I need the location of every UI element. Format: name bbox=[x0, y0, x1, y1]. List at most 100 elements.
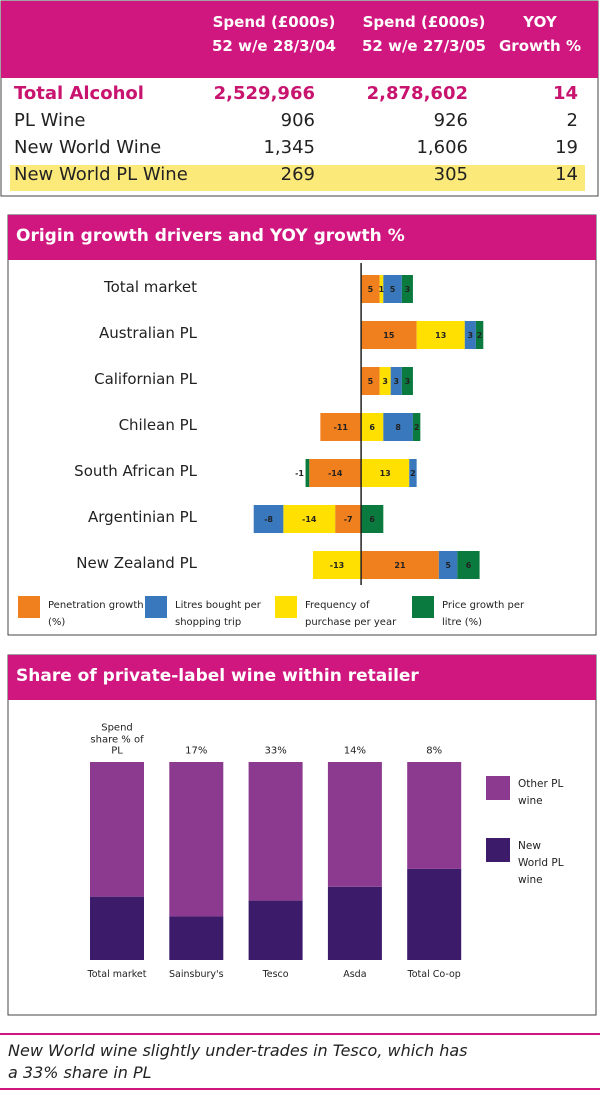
bar-segment bbox=[312, 551, 362, 579]
legend-label: Frequency of purchase per year bbox=[305, 600, 397, 628]
data-label: 2 bbox=[414, 423, 420, 432]
bar-segment bbox=[248, 762, 303, 901]
table-cell: 1,345 bbox=[263, 137, 315, 158]
data-label: 6 bbox=[369, 423, 375, 432]
legend-swatch bbox=[486, 838, 510, 862]
bar-segment bbox=[361, 275, 380, 303]
bar-segment bbox=[361, 321, 417, 349]
bar-segment bbox=[409, 459, 417, 487]
bar-segment bbox=[475, 321, 484, 349]
data-label: 3 bbox=[405, 377, 411, 386]
data-label: 3 bbox=[405, 285, 411, 294]
table-cell: New World Wine bbox=[14, 137, 162, 158]
bar-segment bbox=[464, 321, 476, 349]
table-cell: 906 bbox=[280, 110, 315, 131]
chart1-box bbox=[7, 214, 597, 636]
table-cell: 269 bbox=[280, 164, 315, 185]
bar-segment bbox=[401, 275, 413, 303]
bar-segment bbox=[305, 459, 310, 487]
bar-top-label: 8% bbox=[426, 745, 443, 757]
bar-segment bbox=[438, 551, 458, 579]
table-cell: 19 bbox=[555, 137, 578, 158]
data-label: 6 bbox=[466, 561, 472, 570]
legend-label: Other PL wine bbox=[518, 778, 564, 807]
table-header: YOY bbox=[523, 13, 557, 31]
y-tick-label: South African PL bbox=[74, 462, 197, 480]
data-label: 21 bbox=[394, 561, 406, 570]
table-header: Spend (£000s) bbox=[212, 13, 336, 31]
bar-segment bbox=[90, 762, 144, 897]
table-cell: New World PL Wine bbox=[14, 164, 188, 185]
data-label: -7 bbox=[344, 515, 353, 524]
table-header: 52 w/e 27/3/05 bbox=[362, 37, 486, 55]
bar-top-label: Spend share % of PL bbox=[90, 722, 144, 757]
bar-segment bbox=[361, 367, 380, 395]
bar-segment bbox=[335, 505, 362, 533]
table-cell: 2 bbox=[566, 110, 578, 131]
data-label: 3 bbox=[382, 377, 388, 386]
x-tick-label: Asda bbox=[343, 969, 367, 980]
data-label: 5 bbox=[368, 285, 374, 294]
y-tick-label: New Zealand PL bbox=[76, 554, 197, 572]
legend-swatch bbox=[275, 596, 297, 618]
y-tick-label: Argentinian PL bbox=[87, 508, 197, 526]
data-label: 1 bbox=[379, 285, 385, 294]
y-tick-label: Australian PL bbox=[98, 324, 197, 342]
legend-swatch bbox=[412, 596, 434, 618]
chart1-header bbox=[8, 215, 596, 260]
x-tick-label: Tesco bbox=[262, 969, 289, 980]
bar-top-label: 33% bbox=[264, 745, 287, 757]
data-label: -14 bbox=[328, 469, 343, 478]
data-label: 13 bbox=[380, 469, 391, 478]
data-label: 5 bbox=[445, 561, 451, 570]
data-label: 5 bbox=[390, 285, 396, 294]
table-cell: 926 bbox=[433, 110, 468, 131]
table-header: 52 w/e 28/3/04 bbox=[212, 37, 336, 55]
data-label: 13 bbox=[435, 331, 446, 340]
bar-segment bbox=[361, 505, 384, 533]
legend-label: New World PL wine bbox=[518, 840, 564, 886]
table-cell: 14 bbox=[552, 83, 578, 104]
bar-segment bbox=[361, 459, 410, 487]
table-cell: 305 bbox=[433, 164, 468, 185]
x-tick-label: Total market bbox=[87, 969, 147, 980]
bar-segment bbox=[169, 916, 224, 960]
bar-segment bbox=[412, 413, 421, 441]
table-cell: 1,606 bbox=[416, 137, 468, 158]
bar-segment bbox=[379, 275, 384, 303]
y-tick-label: Chilean PL bbox=[118, 416, 197, 434]
bar-segment bbox=[379, 367, 391, 395]
data-label: -14 bbox=[302, 515, 317, 524]
x-tick-label: Sainsbury's bbox=[168, 969, 224, 980]
table-cell: 2,878,602 bbox=[366, 83, 468, 104]
bar-segment bbox=[390, 367, 402, 395]
bar-segment bbox=[283, 505, 336, 533]
data-label: 3 bbox=[393, 377, 399, 386]
bar-segment bbox=[248, 900, 303, 960]
chart-title: Share of private-label wine within retai… bbox=[16, 666, 419, 686]
bar-segment bbox=[407, 762, 462, 869]
table-header-bg bbox=[1, 1, 598, 78]
x-tick-label: Total Co-op bbox=[407, 969, 461, 980]
data-label: 8 bbox=[395, 423, 401, 432]
data-label: 15 bbox=[383, 331, 395, 340]
data-label: -13 bbox=[330, 561, 344, 570]
bar-segment bbox=[327, 762, 382, 887]
bar-segment bbox=[401, 367, 413, 395]
chart-title: Origin growth drivers and YOY growth % bbox=[16, 226, 405, 246]
data-label: -11 bbox=[334, 423, 349, 432]
bar-top-label: 14% bbox=[343, 745, 366, 757]
data-label: 2 bbox=[477, 331, 483, 340]
legend-label: Price growth per litre (%) bbox=[442, 600, 525, 628]
data-label: 2 bbox=[410, 469, 416, 478]
legend-swatch bbox=[18, 596, 40, 618]
legend-swatch bbox=[145, 596, 167, 618]
bar-segment bbox=[416, 321, 465, 349]
bar-segment bbox=[383, 413, 413, 441]
legend-label: Penetration growth (%) bbox=[48, 600, 144, 628]
bar-segment bbox=[253, 505, 284, 533]
y-tick-label: Californian PL bbox=[94, 370, 197, 388]
table-cell: Total Alcohol bbox=[14, 83, 144, 104]
